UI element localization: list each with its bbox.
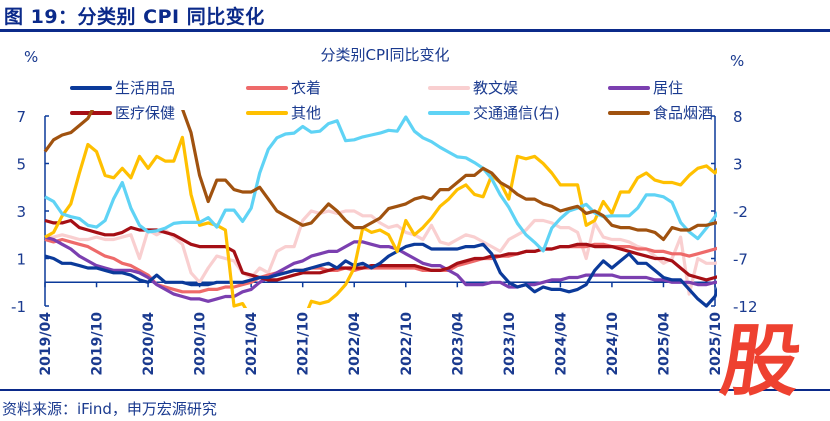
legend-label: 生活用品: [115, 79, 175, 97]
series-line-1: [44, 237, 717, 294]
figure-title: 图 19：分类别 CPI 同比变化: [4, 6, 265, 28]
legend-label-bg: [114, 77, 180, 97]
legend-swatch: [428, 86, 470, 90]
left-axis-tick-label: 7: [16, 108, 26, 126]
x-axis-tick-label: 2025/04: [656, 312, 672, 376]
x-axis-tick-label: 2019/04: [38, 312, 54, 376]
left-axis-tick-label: -1: [11, 298, 26, 316]
right-axis-tick-label: -7: [733, 251, 748, 269]
watermark-logo: 股: [715, 317, 807, 407]
legend-swatch: [608, 111, 650, 115]
chart-title: 分类别CPI同比变化: [321, 46, 450, 64]
legend-label-bg: [652, 77, 688, 97]
x-axis-tick-label: 2019/10: [90, 312, 106, 376]
right-axis-tick-label: -2: [733, 203, 748, 221]
legend-label-bg: [114, 102, 180, 122]
x-axis-tick-label: 2022/04: [347, 312, 363, 376]
bottom-divider: [0, 389, 830, 391]
legend-swatch: [246, 86, 288, 90]
left-axis-tick-label: 3: [16, 203, 26, 221]
x-axis-tick-label: 2025/10: [708, 312, 724, 376]
right-axis-tick-label: 3: [733, 156, 743, 174]
legend-label-bg: [652, 102, 718, 122]
source-note: 资料来源：iFind，申万宏源研究: [2, 400, 217, 418]
legend-swatch: [428, 111, 470, 115]
legend-label: 衣着: [291, 79, 321, 97]
x-axis-tick-label: 2023/10: [502, 312, 518, 376]
legend-label-bg: [290, 77, 326, 97]
legend-swatch: [70, 86, 112, 90]
legend-label: 医疗保健: [115, 104, 175, 122]
legend-swatch: [246, 111, 288, 115]
series-line-7: [43, 110, 717, 242]
series-line-4: [44, 218, 717, 282]
left-axis-unit: %: [24, 48, 38, 66]
legend-label-bg: [290, 102, 326, 122]
legend-label: 食品烟酒: [653, 104, 713, 122]
left-axis-tick-label: 1: [16, 251, 26, 269]
legend-label-bg: [472, 77, 523, 97]
legend-label: 交通通信(右): [473, 104, 560, 122]
legend-label: 教文娱: [473, 79, 518, 97]
axes: -1 1 3 5 7 -12 -7 -2 3 8 2019/04 2019/10 2020/04 2020…: [11, 108, 757, 376]
series-lines: [43, 110, 717, 308]
right-axis-unit: %: [730, 52, 744, 70]
series-line-3: [44, 235, 717, 303]
x-axis-tick-label: 2024/10: [605, 312, 621, 376]
x-axis-tick-label: 2022/10: [399, 312, 415, 376]
title-divider: [0, 29, 830, 32]
right-axis-tick-label: 8: [733, 108, 743, 126]
series-line-6: [44, 115, 717, 253]
x-axis-tick-label: 2024/04: [553, 312, 569, 376]
legend-label-bg: [472, 102, 583, 122]
x-axis-tick-label: 2020/10: [193, 312, 209, 376]
x-axis-tick-label: 2020/04: [141, 312, 157, 376]
x-axis-tick-label: 2021/10: [296, 312, 312, 376]
x-axis-tick-label: 2023/04: [450, 312, 466, 376]
series-line-5: [44, 135, 717, 308]
x-axis-tick-label: 2021/04: [244, 312, 260, 376]
legend-label: 居住: [653, 79, 683, 97]
legend-label: 其他: [291, 104, 321, 122]
legend-swatch: [608, 86, 650, 90]
left-axis-tick-label: 5: [16, 156, 26, 174]
right-axis-tick-label: -12: [733, 298, 758, 316]
series-line-0: [44, 242, 717, 308]
